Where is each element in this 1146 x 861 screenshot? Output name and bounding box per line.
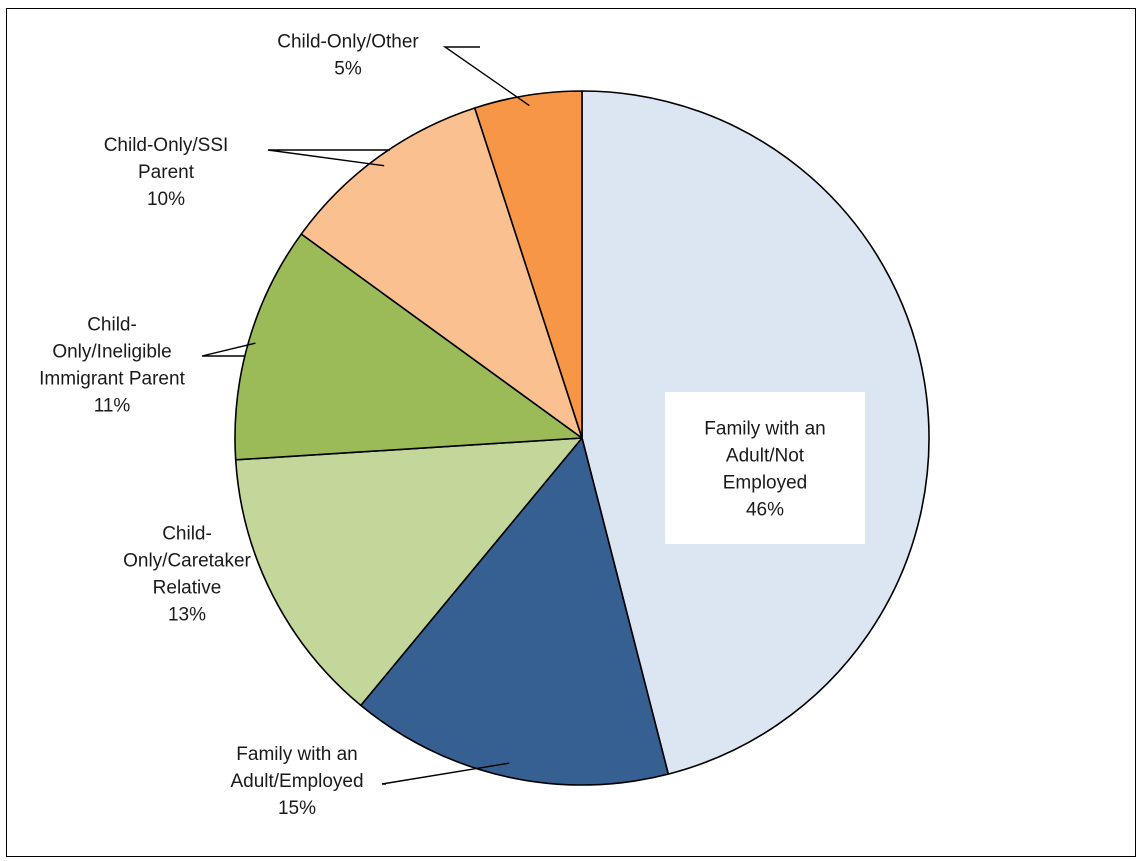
slice-label-1: Family with an Adult/Employed 15%	[230, 744, 363, 819]
slice-label-line-5-0: Child-Only/Other	[277, 32, 419, 53]
slice-label-line-1-0: Family with an	[236, 744, 357, 765]
slice-label-line-0-2: Employed	[723, 473, 808, 494]
slice-percent-0: 46%	[746, 500, 784, 521]
slice-label-line-1-1: Adult/Employed	[230, 771, 363, 792]
leader-line-3	[201, 342, 256, 357]
slice-label-line-2-0: Child-	[162, 524, 212, 545]
slice-label-5: Child-Only/Other 5%	[277, 32, 419, 80]
slice-label-0: Family with an Adult/Not Employed 46%	[704, 419, 825, 521]
pie-slice-2	[234, 437, 583, 707]
slice-percent-4: 10%	[147, 189, 185, 210]
slice-label-line-4-1: Parent	[138, 162, 195, 183]
slice-label-3: Child- Only/Ineligible Immigrant Parent 11%	[39, 315, 185, 417]
slice-label-line-4-0: Child-Only/SSI	[104, 135, 229, 156]
leader-line-4	[267, 149, 390, 167]
slice-percent-2: 13%	[168, 605, 206, 626]
leader-line-1	[381, 762, 510, 785]
pie-slice-1	[360, 437, 670, 786]
slice-percent-1: 15%	[278, 798, 316, 819]
leader-lines	[201, 46, 530, 785]
slice-percent-3: 11%	[94, 396, 131, 417]
slice-label-line-3-2: Immigrant Parent	[39, 369, 185, 390]
slice-label-line-0-0: Family with an	[704, 419, 825, 440]
slice-label-line-3-1: Only/Ineligible	[52, 342, 171, 363]
slice-percent-5: 5%	[334, 59, 362, 80]
slice-label-4: Child-Only/SSI Parent 10%	[104, 135, 229, 210]
pie-slice-4	[300, 107, 583, 439]
slice-labels: Family with an Adult/Not Employed 46%Family…	[39, 32, 865, 819]
slice-label-line-3-0: Child-	[87, 315, 137, 336]
slice-label-2: Child- Only/Caretaker Relative 13%	[123, 524, 251, 626]
slice-label-line-2-1: Only/Caretaker	[123, 551, 251, 572]
label-box-0	[665, 392, 865, 544]
pie-slice-3	[234, 233, 583, 461]
pie-slice-5	[473, 90, 583, 439]
slice-label-line-2-2: Relative	[153, 578, 222, 599]
leader-line-5	[442, 46, 530, 107]
slice-label-line-0-1: Adult/Not	[726, 446, 805, 467]
